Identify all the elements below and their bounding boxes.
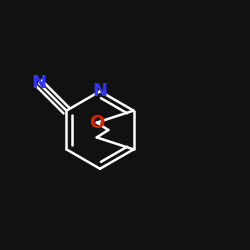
Text: O: O bbox=[89, 114, 104, 132]
Text: N: N bbox=[32, 74, 46, 92]
Text: N: N bbox=[92, 82, 108, 100]
